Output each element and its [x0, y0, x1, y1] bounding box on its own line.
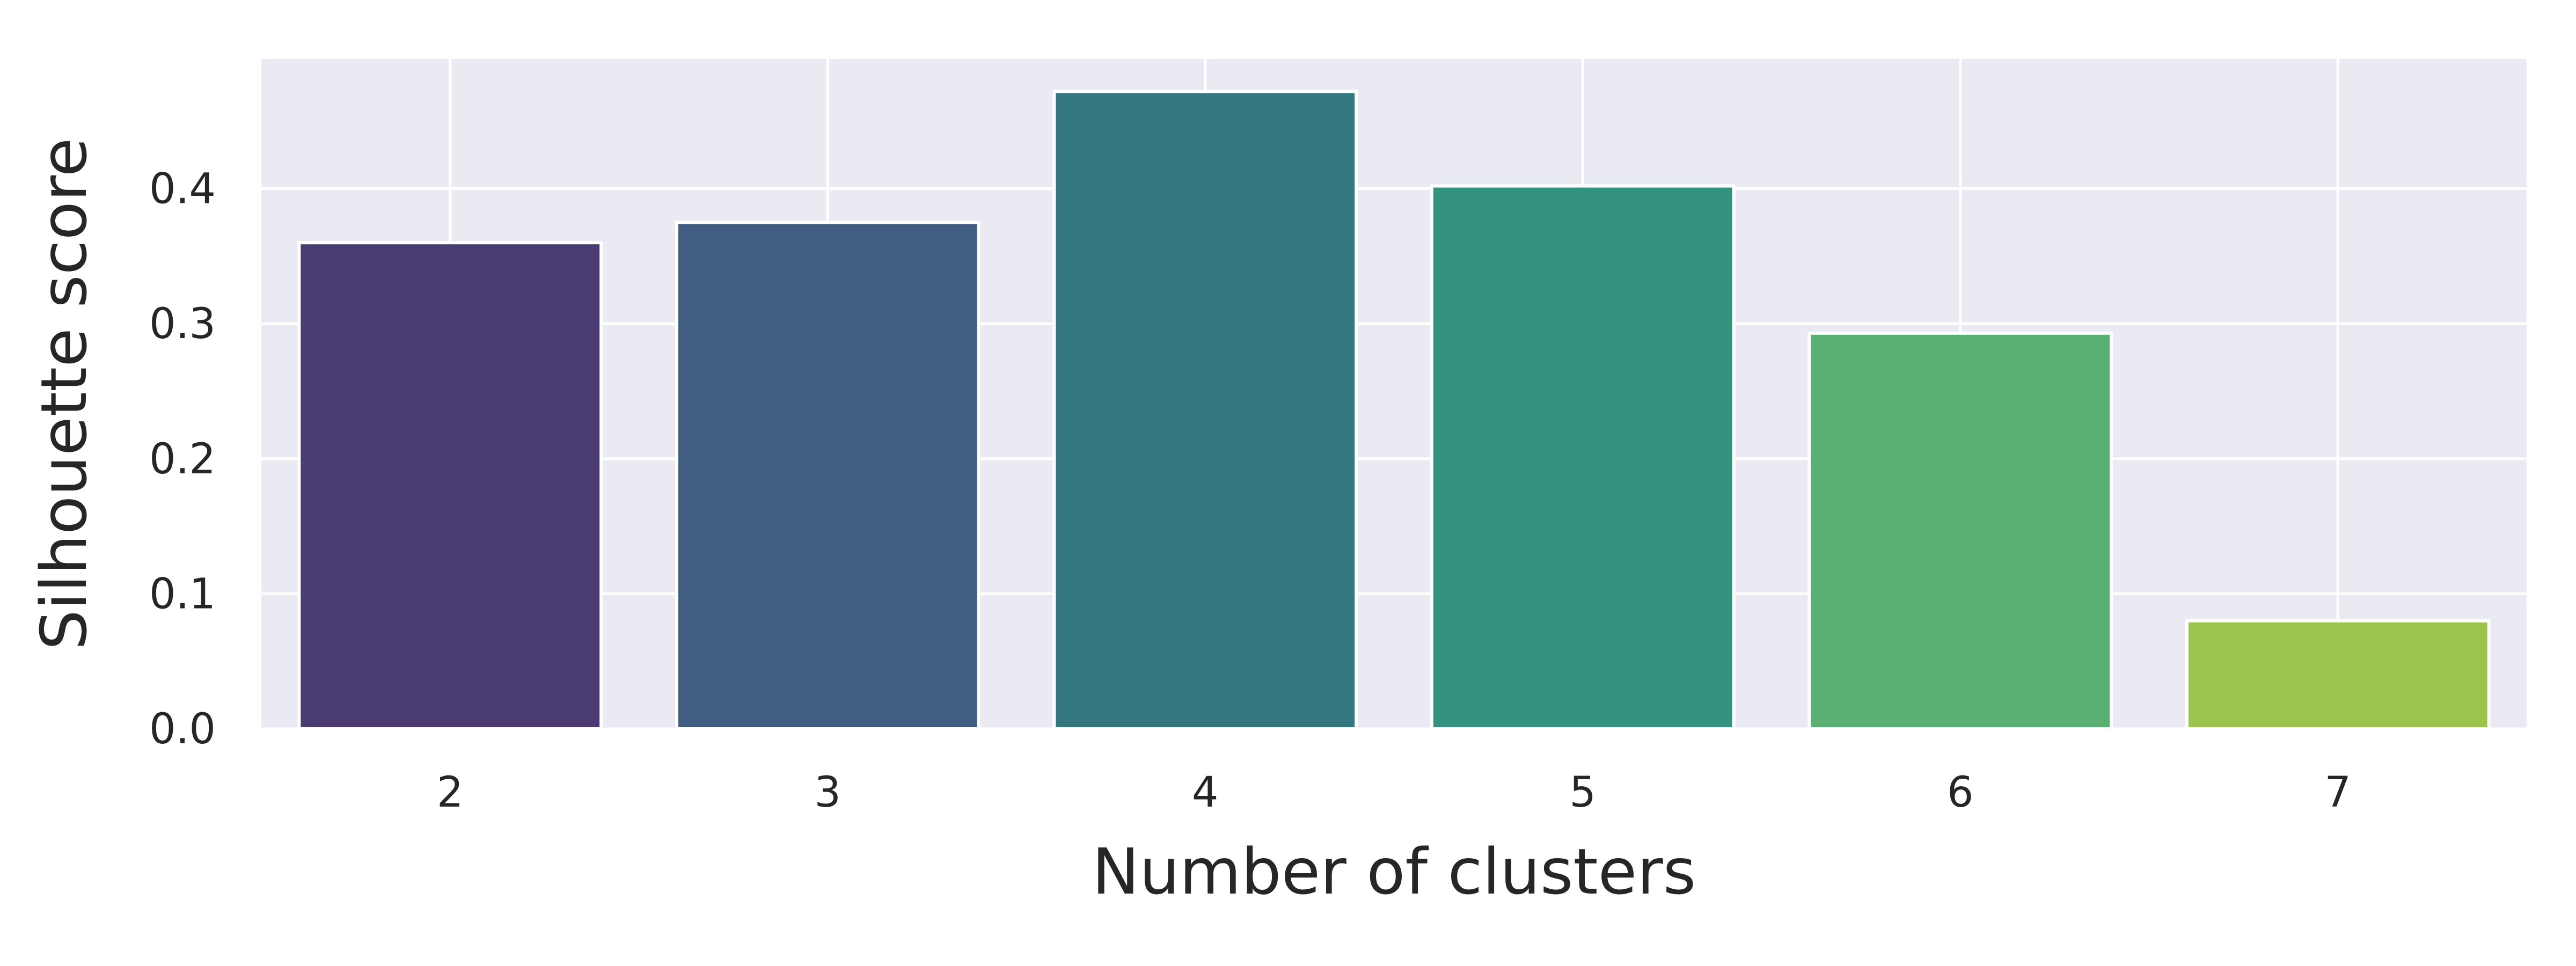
x-axis-label: Number of clusters [1092, 835, 1696, 909]
y-tick-label: 0.3 [149, 300, 216, 348]
y-tick-label: 0.4 [149, 165, 216, 214]
x-tick-label: 3 [814, 769, 841, 817]
x-tick-labels: 2 3 4 5 6 7 [437, 769, 2351, 817]
bar-3 [675, 221, 980, 730]
y-axis-label: Silhouette score [27, 138, 101, 650]
x-tick-label: 2 [437, 769, 464, 817]
x-tick-label: 6 [1947, 769, 1974, 817]
x-tick-label: 5 [1569, 769, 1596, 817]
bar-6 [1807, 331, 2113, 730]
y-tick-label: 0.1 [149, 570, 216, 618]
y-tick-labels: 0.0 0.1 0.2 0.3 0.4 [149, 165, 216, 753]
bar-2 [297, 241, 603, 730]
bar-5 [1430, 184, 1736, 731]
plot-area [261, 59, 2527, 729]
bars [297, 90, 2491, 731]
x-tick-label: 4 [1192, 769, 1219, 817]
y-tick-label: 0.2 [149, 435, 216, 484]
bar-4 [1052, 90, 1358, 731]
y-tick-label: 0.0 [149, 705, 216, 753]
bar-7 [2185, 619, 2491, 731]
x-tick-label: 7 [2324, 769, 2351, 817]
